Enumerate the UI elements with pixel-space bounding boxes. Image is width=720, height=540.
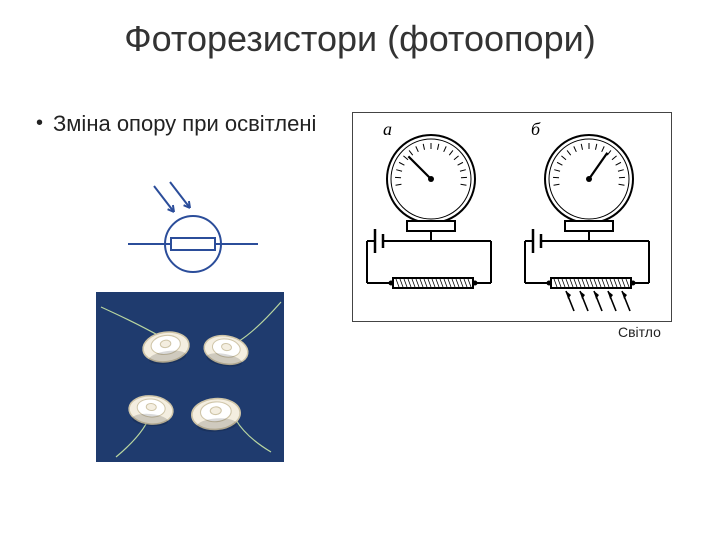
slide: Фоторезистори (фотоопори) • Зміна опору … xyxy=(0,0,720,540)
bullet-text: Зміна опору при освітлені xyxy=(53,110,316,138)
bullet-item: • Зміна опору при освітлені xyxy=(36,110,316,138)
bullet-dot-icon: • xyxy=(36,110,43,137)
page-title: Фоторезистори (фотоопори) xyxy=(0,18,720,60)
photoresistor-symbol xyxy=(118,178,268,286)
components-photo xyxy=(96,292,284,462)
svg-text:б: б xyxy=(531,119,541,139)
diagram-svg: аб xyxy=(353,113,671,321)
svg-text:а: а xyxy=(383,119,392,139)
gauge-diagram: аб xyxy=(352,112,672,322)
symbol-svg xyxy=(118,178,268,286)
photo-svg xyxy=(96,292,284,462)
light-label: Світло xyxy=(618,325,670,340)
